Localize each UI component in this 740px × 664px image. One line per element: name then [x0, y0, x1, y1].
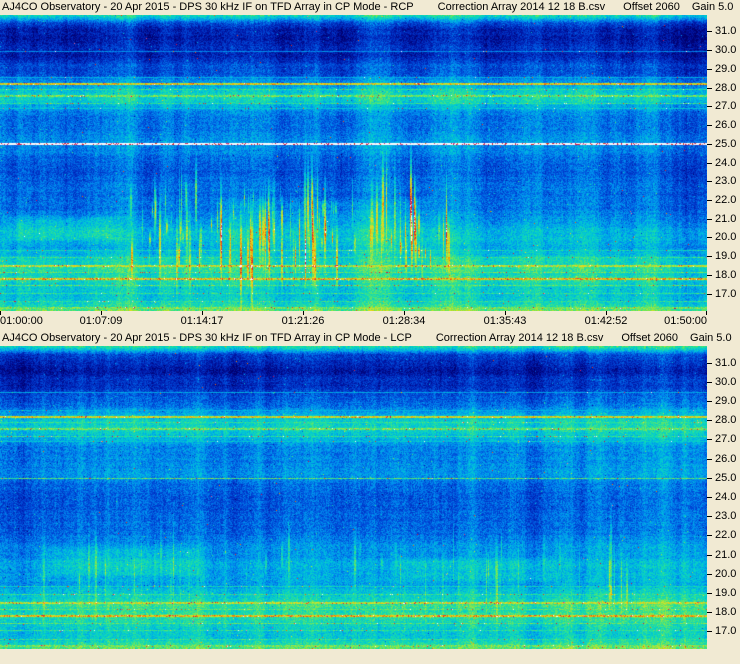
time-tick-mark: [101, 311, 102, 315]
freq-tick-label: 28.0: [715, 81, 737, 94]
spectrogram-rcp-image: [0, 15, 707, 311]
freq-tick-label: 28.0: [715, 414, 737, 427]
freq-tick-mark: [707, 143, 712, 145]
freq-tick-label: 19.0: [715, 586, 737, 599]
time-tick-label: 01:28:34: [382, 315, 426, 327]
panel-rcp-title-row: AJ4CO Observatory - 20 Apr 2015 - DPS 30…: [0, 0, 740, 15]
freq-tick-mark: [707, 420, 712, 422]
panel-lcp-gain: Gain 5.0: [690, 332, 732, 344]
time-tick-mark: [303, 311, 304, 315]
spectrogram-lcp-image: [0, 346, 707, 649]
freq-tick-mark: [707, 516, 712, 518]
freq-tick-mark: [707, 218, 712, 220]
freq-tick-mark: [707, 535, 712, 537]
freq-tick-label: 21.0: [715, 212, 737, 225]
freq-tick-label: 22.0: [715, 529, 737, 542]
freq-tick-mark: [707, 497, 712, 498]
freq-tick-label: 26.0: [715, 452, 737, 465]
time-tick-mark: [505, 311, 506, 315]
time-tick-mark: [606, 311, 607, 315]
freq-tick-mark: [707, 162, 712, 164]
freq-tick-mark: [707, 87, 712, 89]
freq-tick-mark: [707, 106, 712, 108]
time-tick-mark: [404, 311, 405, 315]
freq-tick-label: 29.0: [715, 395, 737, 408]
time-tick-mark: [0, 311, 1, 315]
panel-rcp-gain: Gain 5.0: [691, 1, 734, 13]
freq-tick-mark: [707, 125, 712, 127]
freq-tick-label: 24.0: [715, 491, 737, 503]
panel-lcp-plot-area: 31.0 30.0 29.0 28.0 27.0 26.0 25.0 24.0 23.0 22.0…: [0, 346, 740, 649]
freq-tick-mark: [707, 477, 712, 479]
freq-tick-label: 31.0: [715, 25, 737, 38]
freq-tick-mark: [707, 31, 712, 33]
panel-rcp-plot-area: 31.0 30.0 29.0 28.0 27.0 26.0 25.0 24.0 23.0 22.0…: [0, 15, 740, 311]
freq-tick-mark: [707, 381, 712, 383]
freq-axis-rcp: 31.0 30.0 29.0 28.0 27.0 26.0 25.0 24.0 23.0 22.0…: [707, 15, 740, 311]
time-tick-label: 01:35:43: [483, 315, 527, 327]
freq-tick-mark: [707, 592, 712, 594]
freq-tick-mark: [707, 274, 712, 276]
freq-tick-label: 26.0: [715, 119, 737, 132]
freq-tick-mark: [707, 362, 712, 364]
panel-rcp-title: AJ4CO Observatory - 20 Apr 2015 - DPS 30…: [2, 1, 414, 13]
panel-lcp-offset: Offset 2060: [621, 332, 679, 344]
panel-rcp-offset: Offset 2060: [623, 1, 680, 13]
freq-tick-label: 25.0: [715, 471, 737, 484]
freq-tick-label: 31.0: [715, 356, 737, 369]
freq-tick-label: 17.0: [715, 287, 737, 300]
freq-tick-mark: [707, 50, 712, 52]
freq-tick-mark: [707, 401, 712, 403]
freq-tick-label: 27.0: [715, 433, 737, 446]
freq-tick-label: 30.0: [715, 44, 737, 57]
freq-tick-mark: [707, 439, 712, 441]
freq-tick-label: 19.0: [715, 250, 737, 263]
freq-tick-mark: [707, 554, 712, 556]
freq-tick-label: 21.0: [715, 548, 737, 561]
freq-tick-label: 25.0: [715, 137, 737, 150]
freq-tick-mark: [707, 256, 712, 258]
freq-tick-label: 30.0: [715, 375, 737, 388]
freq-axis-lcp: 31.0 30.0 29.0 28.0 27.0 26.0 25.0 24.0 23.0 22.0…: [707, 346, 740, 649]
panel-lcp-title-row: AJ4CO Observatory - 20 Apr 2015 - DPS 30…: [0, 331, 740, 346]
freq-tick-label: 17.0: [715, 625, 737, 638]
freq-tick-mark: [707, 458, 712, 460]
freq-tick-mark: [707, 612, 712, 614]
freq-tick-label: 24.0: [715, 156, 737, 169]
freq-tick-mark: [707, 181, 712, 183]
freq-tick-label: 23.0: [715, 510, 737, 523]
freq-tick-label: 29.0: [715, 62, 737, 75]
time-tick-label: 01:00:00: [0, 315, 43, 327]
time-tick-label: 01:50:00: [664, 315, 707, 327]
freq-tick-label: 23.0: [715, 175, 737, 188]
freq-tick-mark: [707, 68, 712, 70]
freq-tick-label: 20.0: [715, 231, 737, 244]
freq-tick-label: 18.0: [715, 606, 737, 619]
time-tick-mark: [706, 311, 707, 315]
freq-tick-label: 22.0: [715, 193, 737, 206]
freq-tick-label: 18.0: [715, 268, 737, 281]
freq-tick-mark: [707, 237, 712, 239]
freq-tick-mark: [707, 631, 712, 633]
panel-lcp-title: AJ4CO Observatory - 20 Apr 2015 - DPS 30…: [2, 332, 412, 344]
time-tick-label: 01:42:52: [584, 315, 628, 327]
freq-tick-mark: [707, 199, 712, 201]
freq-tick-label: 27.0: [715, 100, 737, 113]
time-tick-mark: [202, 311, 203, 315]
freq-tick-mark: [707, 573, 712, 575]
panel-rcp-correction-file: Correction Array 2014 12 18 B.csv: [437, 1, 606, 13]
freq-tick-mark: [707, 293, 712, 295]
freq-tick-label: 20.0: [715, 567, 737, 580]
time-axis-rcp: 01:00:00 01:07:09 01:14:17 01:21:26 01:28:34…: [0, 311, 707, 331]
time-tick-label: 01:21:26: [281, 315, 325, 327]
time-tick-label: 01:07:09: [79, 315, 123, 327]
time-tick-label: 01:14:17: [180, 315, 224, 327]
panel-lcp-correction-file: Correction Array 2014 12 18 B.csv: [435, 332, 604, 344]
time-axis-lcp-cropped: [0, 649, 740, 664]
